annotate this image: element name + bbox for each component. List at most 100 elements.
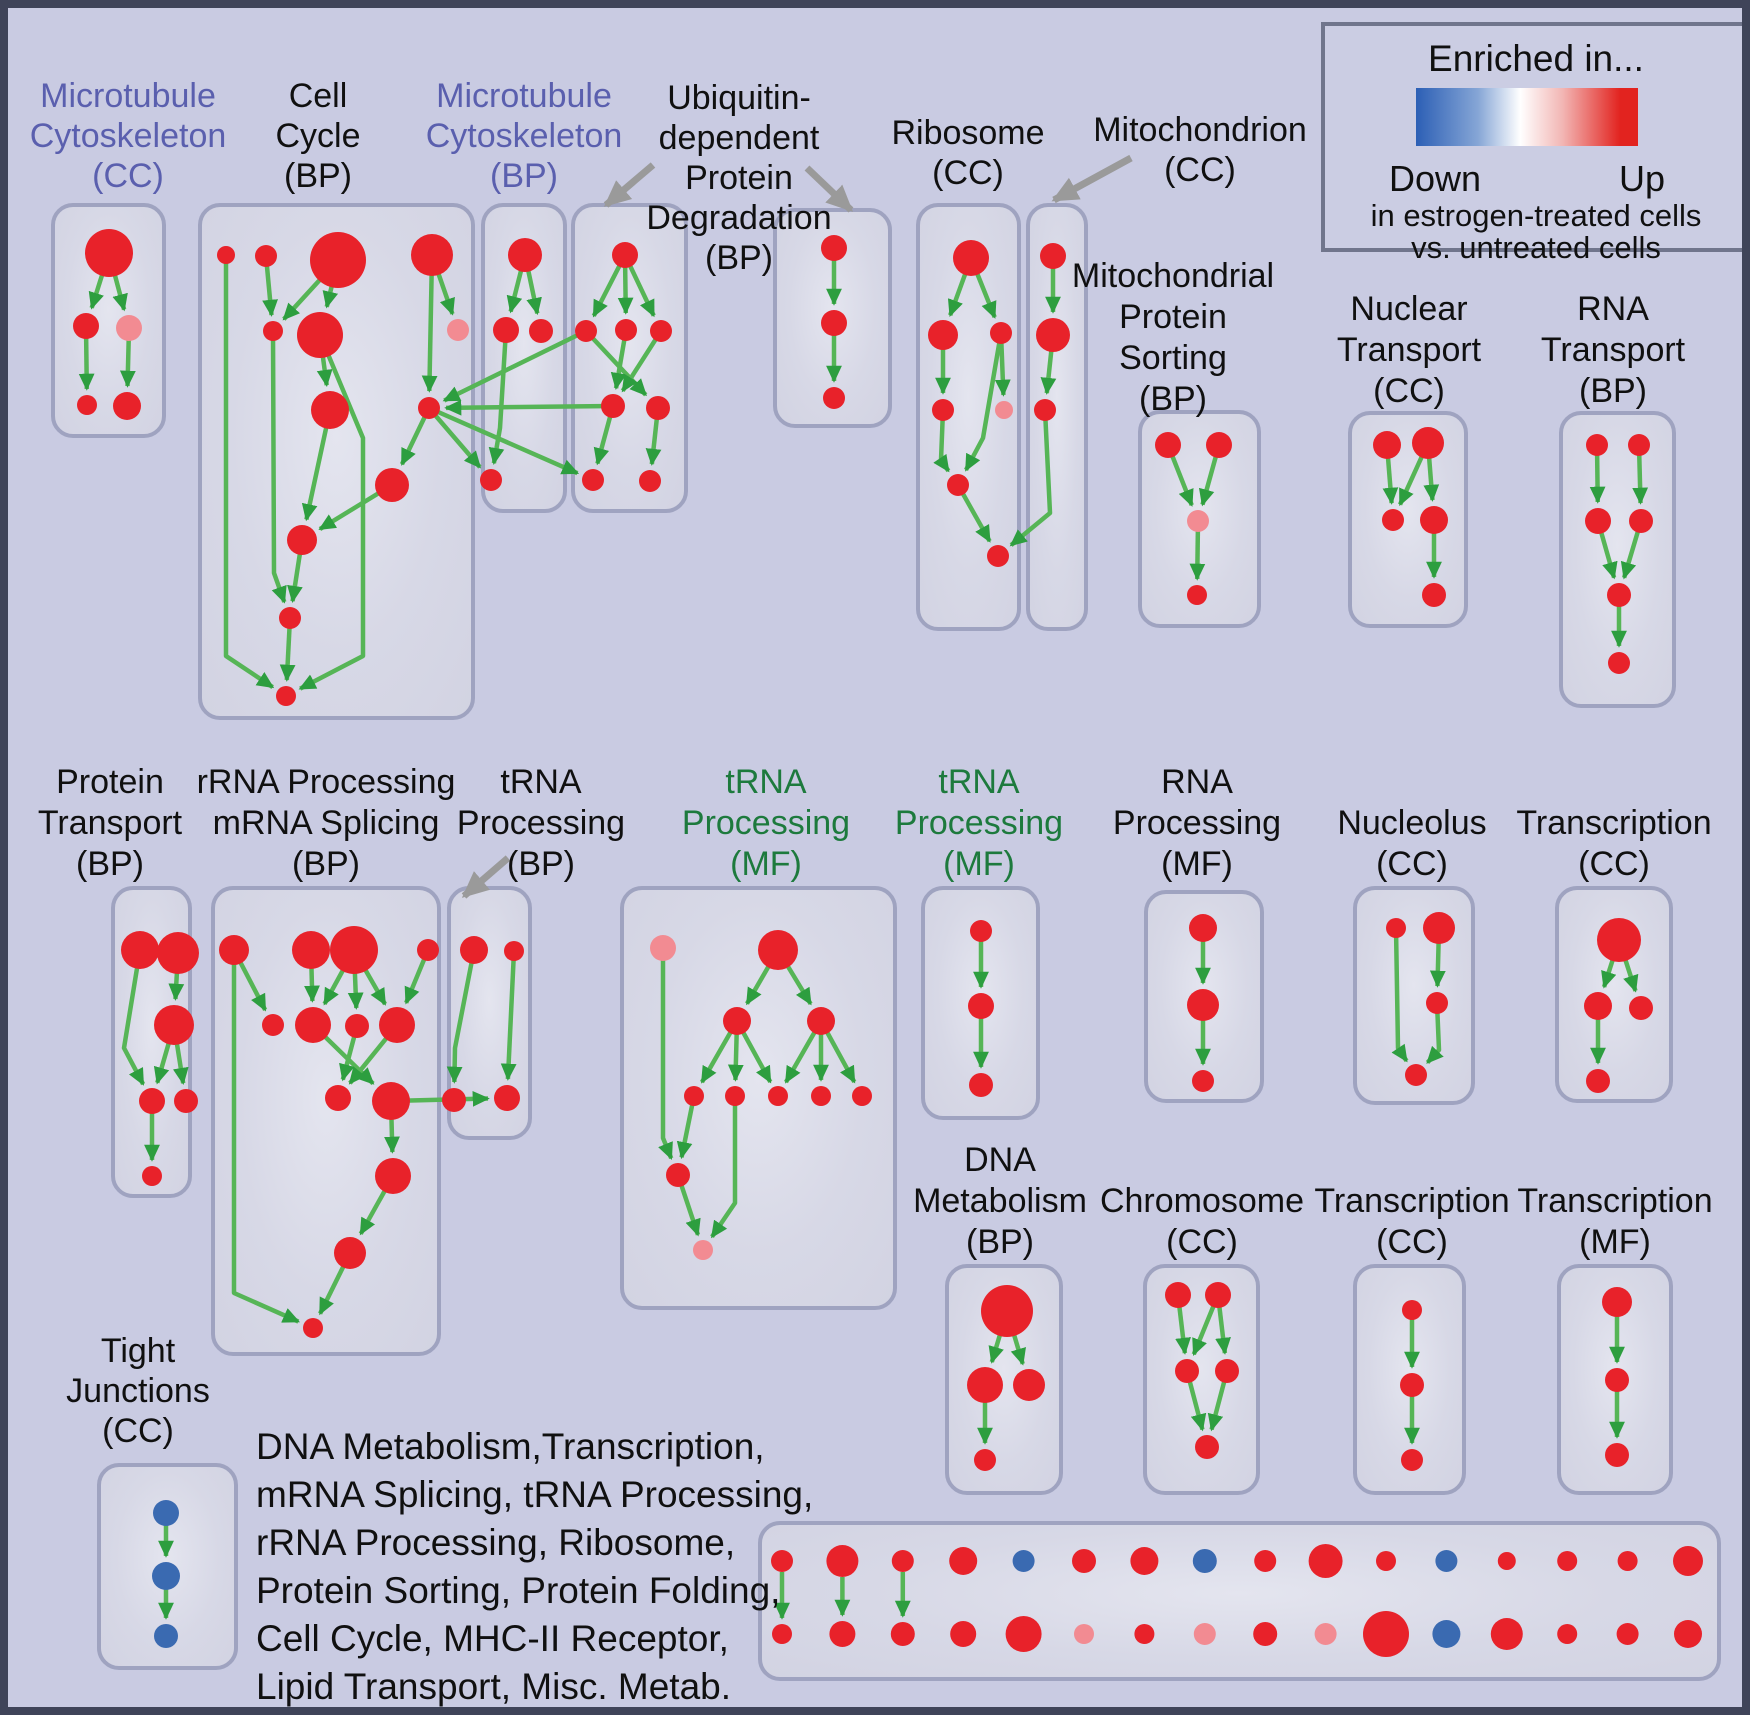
cluster-label-line: tRNA	[938, 762, 1020, 801]
cluster-label-line: RNA	[1161, 762, 1233, 801]
cluster-label-line: Protein	[56, 762, 164, 801]
cluster-label-line: rRNA Processing	[196, 762, 456, 801]
cluster-label-rnat: RNA Transport (BP)	[1541, 289, 1685, 412]
cluster-box-chrom	[1143, 1264, 1260, 1495]
cluster-label-dnam: DNA Metabolism (BP)	[913, 1140, 1087, 1263]
cluster-label-line: mRNA Splicing	[212, 803, 440, 842]
misc-clusters-text-line-2: rRNA Processing, Ribosome,	[256, 1522, 736, 1563]
legend-box: Enriched in... Down Up in estrogen-treat…	[1321, 22, 1742, 265]
legend-up-label: Up	[1618, 158, 1666, 199]
cluster-label-nt: Nuclear Transport (CC)	[1337, 289, 1481, 412]
legend-title: Enriched in...	[1428, 38, 1644, 79]
cluster-box-trnamf1	[620, 886, 897, 1310]
cluster-label-line: Microtubule	[436, 77, 612, 115]
cluster-label-line: dependent	[658, 119, 820, 157]
cluster-label-line: Processing	[681, 803, 851, 842]
cluster-label-line: DNA	[964, 1140, 1036, 1179]
cluster-label-line: Cytoskeleton	[425, 117, 623, 155]
cluster-label-trnamf1: tRNA Processing (MF)	[682, 762, 850, 885]
cluster-label-line: (BP)	[284, 157, 352, 195]
cluster-label-line: (BP)	[1578, 371, 1647, 410]
cluster-label-line: tRNA	[725, 762, 807, 801]
misc-clusters-text-line-0: DNA Metabolism,Transcription,	[256, 1426, 765, 1467]
cluster-label-line: Chromosome	[1099, 1181, 1305, 1220]
cluster-box-misc-panel	[758, 1521, 1721, 1681]
cluster-label-line: Transcription	[1314, 1181, 1510, 1220]
misc-clusters-text-line-3: Protein Sorting, Protein Folding,	[256, 1570, 781, 1611]
cluster-label-line: Processing	[1112, 803, 1282, 842]
cluster-box-tj	[97, 1463, 238, 1670]
cluster-label-line: Ubiquitin-	[667, 79, 811, 117]
cluster-label-line: (CC)	[1376, 1222, 1448, 1261]
cluster-label-line: (MF)	[1161, 844, 1233, 883]
cluster-label-line: (MF)	[943, 844, 1015, 883]
cluster-box-trnamf2	[921, 886, 1040, 1120]
cluster-label-line: Protein	[1119, 297, 1227, 336]
cluster-box-tcc2	[1555, 886, 1673, 1103]
cluster-box-rnap	[1144, 890, 1264, 1103]
cluster-label-line: (CC)	[1166, 1222, 1238, 1261]
cluster-label-line: tRNA	[500, 762, 582, 801]
cluster-label-line: Tight	[100, 1332, 176, 1370]
cluster-label-line: Junctions	[66, 1372, 210, 1410]
cluster-label-mito: Mitochondrion (CC)	[1093, 110, 1307, 190]
cluster-label-line: Degradation	[646, 199, 832, 237]
cluster-box-trnabp	[447, 886, 532, 1140]
cluster-label-line: Protein	[685, 159, 793, 197]
cluster-label-rrna: rRNA Processing mRNA Splicing (BP)	[197, 762, 456, 885]
misc-clusters-text-line-1: mRNA Splicing, tRNA Processing,	[256, 1474, 814, 1515]
cluster-label-line: (MF)	[1579, 1222, 1651, 1261]
cluster-label-line: (CC)	[102, 1412, 174, 1450]
cluster-label-mps: Mitochondrial Protein Sorting (BP)	[1072, 256, 1274, 420]
cluster-label-line: (BP)	[705, 239, 773, 277]
cluster-label-line: Processing	[456, 803, 626, 842]
cluster-label-trnamf2: tRNA Processing (MF)	[895, 762, 1063, 885]
legend-down-label: Down	[1388, 158, 1482, 199]
cluster-label-tcc2: Transcription (CC)	[1516, 803, 1711, 885]
cluster-label-line: Cycle	[275, 117, 361, 155]
cluster-label-line: (CC)	[92, 157, 164, 195]
cluster-box-cc	[198, 203, 475, 720]
cluster-label-trnabp: tRNA Processing (BP)	[457, 762, 625, 885]
cluster-label-line: Transport	[1540, 330, 1686, 369]
legend-subtitle-line2: vs. untreated cells	[1411, 230, 1661, 265]
cluster-label-pt: Protein Transport (BP)	[38, 762, 182, 885]
cluster-label-line: RNA	[1577, 289, 1649, 328]
cluster-box-mps	[1138, 410, 1261, 628]
cluster-box-nucl	[1353, 886, 1475, 1105]
cluster-box-ribo	[916, 203, 1021, 631]
cluster-box-mtbp	[481, 203, 567, 513]
cluster-box-rnat	[1559, 411, 1676, 708]
cluster-label-line: Processing	[894, 803, 1064, 842]
cluster-box-rrna	[211, 886, 441, 1356]
cluster-box-mtcc	[51, 203, 166, 438]
cluster-label-line: (BP)	[1139, 379, 1207, 418]
cluster-label-ubiq: Ubiquitin-dependent Protein Degradation (BP…	[646, 78, 831, 278]
cluster-label-line: (CC)	[1164, 151, 1236, 189]
cluster-box-pt	[111, 886, 192, 1198]
cluster-label-tcc3: Transcription (CC)	[1314, 1181, 1509, 1263]
cluster-label-line: Ribosome	[891, 114, 1045, 152]
cluster-label-line: Transcription	[1516, 803, 1712, 842]
cluster-label-line: (BP)	[75, 844, 144, 883]
cluster-label-line: (CC)	[1373, 371, 1445, 410]
cluster-label-line: (BP)	[489, 157, 558, 195]
cluster-label-line: Microtubule	[40, 77, 216, 115]
cluster-label-line: (CC)	[1578, 844, 1650, 883]
cluster-label-line: Sorting	[1119, 338, 1227, 377]
legend-subtitle-line1: in estrogen-treated cells	[1370, 198, 1702, 233]
cluster-label-line: Metabolism	[913, 1181, 1087, 1220]
cluster-label-rnap: RNA Processing (MF)	[1113, 762, 1281, 885]
cluster-label-line: (CC)	[932, 154, 1004, 192]
cluster-label-mtbp: Microtubule Cytoskeleton (BP)	[426, 76, 623, 196]
cluster-box-tcc3	[1353, 1264, 1466, 1495]
cluster-label-mtcc: Microtubule Cytoskeleton (CC)	[30, 76, 227, 196]
cluster-label-line: Cell	[288, 77, 348, 115]
cluster-label-line: Transcription	[1517, 1181, 1713, 1220]
legend-gradient-bar	[1416, 88, 1638, 146]
cluster-label-line: Transport	[1336, 330, 1482, 369]
cluster-label-nucl: Nucleolus (CC)	[1337, 803, 1486, 885]
cluster-label-chrom: Chromosome (CC)	[1100, 1181, 1304, 1263]
cluster-label-line: Cytoskeleton	[29, 117, 227, 155]
